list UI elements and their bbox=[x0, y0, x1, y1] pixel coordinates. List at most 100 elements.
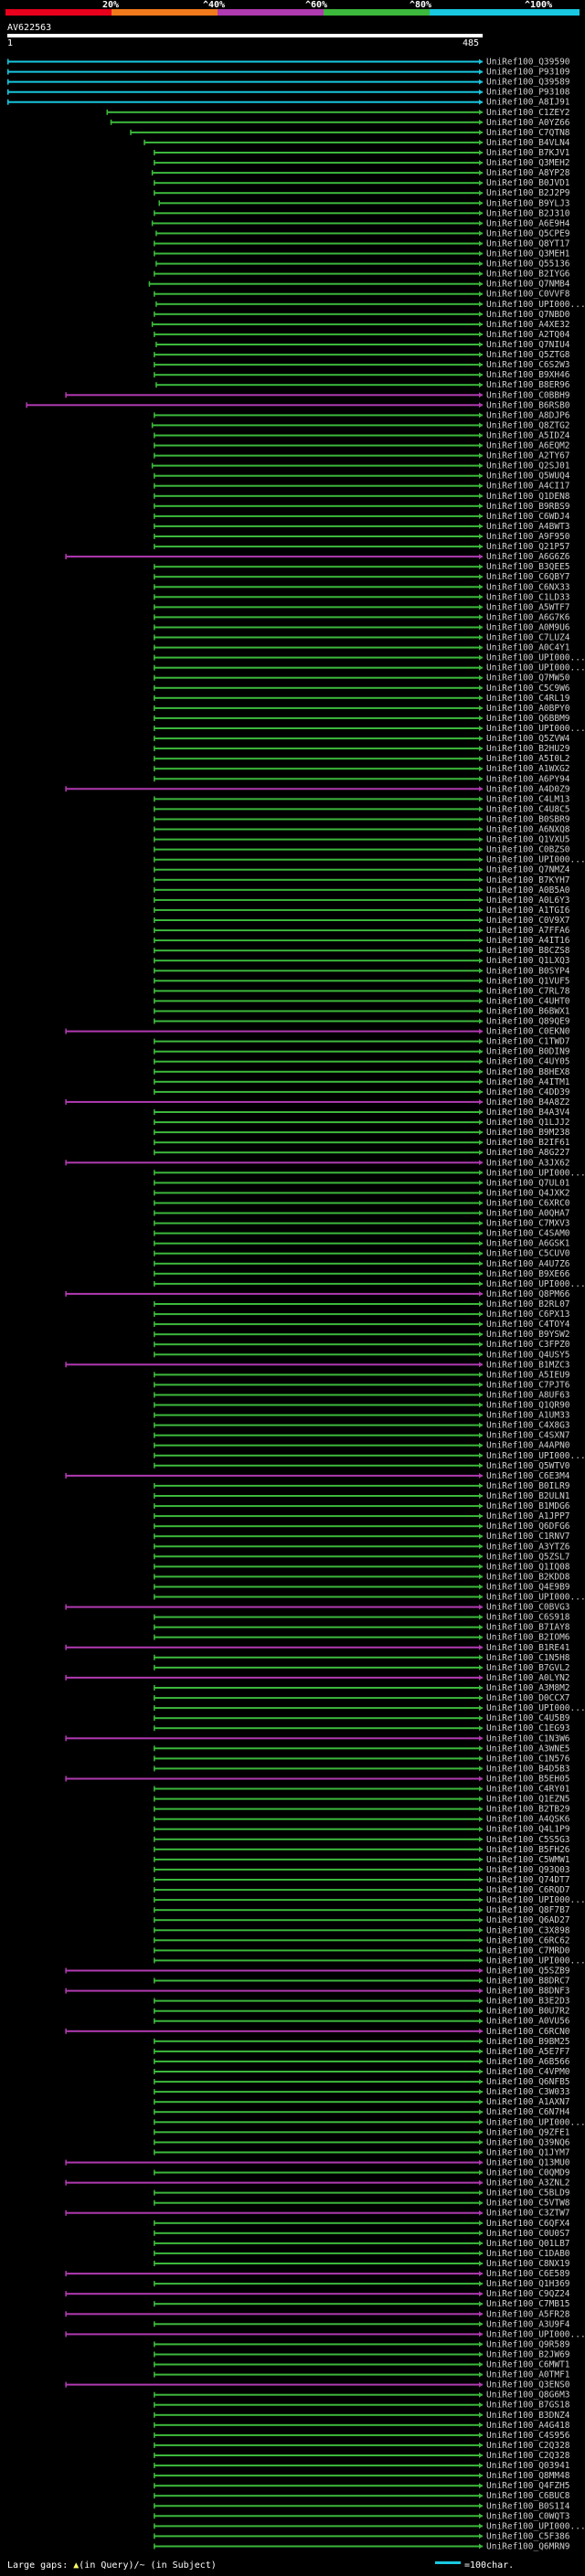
hit-end-arrow bbox=[479, 493, 483, 499]
hit-end-arrow bbox=[479, 1362, 483, 1368]
hit-label: UniRef100_C4U5B9 bbox=[486, 1713, 570, 1723]
hit-bar bbox=[154, 2535, 483, 2538]
hit-bar bbox=[154, 2151, 483, 2154]
hit-row: UniRef100_C6RC62 bbox=[154, 1935, 570, 1945]
hit-row: UniRef100_C9QZ24 bbox=[65, 2289, 570, 2299]
hit-row: UniRef100_C6NX33 bbox=[154, 582, 570, 592]
colorbar-tick-20: 20% bbox=[102, 0, 119, 10]
hit-end-arrow bbox=[479, 1796, 483, 1802]
colorbar-segment-60 bbox=[218, 9, 324, 16]
hit-start-cap bbox=[154, 2513, 155, 2519]
hit-start-cap bbox=[154, 756, 155, 762]
hit-row: UniRef100_C5S5G3 bbox=[154, 1835, 570, 1845]
hit-bar bbox=[154, 1707, 483, 1710]
hit-end-arrow bbox=[479, 1816, 483, 1822]
hit-row: UniRef100_Q1EZN5 bbox=[154, 1795, 570, 1805]
hit-start-cap bbox=[154, 1765, 155, 1772]
hit-row: UniRef100_A0L6Y3 bbox=[154, 896, 570, 906]
hit-start-cap bbox=[154, 1372, 155, 1378]
hit-row: UniRef100_A5E7F7 bbox=[154, 2047, 570, 2057]
hit-end-arrow bbox=[479, 160, 483, 166]
hit-bar bbox=[154, 1525, 483, 1528]
hit-bar bbox=[65, 2333, 484, 2336]
hit-bar bbox=[154, 1595, 483, 1598]
hit-bar bbox=[154, 1959, 483, 1962]
hit-end-arrow bbox=[479, 564, 483, 570]
hit-start-cap bbox=[65, 1674, 67, 1680]
hit-end-arrow bbox=[479, 1897, 483, 1903]
hit-end-arrow bbox=[479, 1452, 483, 1458]
hit-label: UniRef100_Q1H369 bbox=[486, 2279, 570, 2289]
hit-bar bbox=[154, 2413, 483, 2416]
hit-start-cap bbox=[154, 1432, 155, 1438]
hit-row: UniRef100_Q5WTV0 bbox=[154, 1461, 570, 1471]
hit-end-arrow bbox=[479, 1624, 483, 1630]
hit-start-cap bbox=[154, 1270, 155, 1277]
hit-start-cap bbox=[154, 1705, 155, 1712]
hit-bar bbox=[65, 1030, 484, 1033]
hit-start-cap bbox=[154, 2473, 155, 2479]
hit-label: UniRef100_C5CUV0 bbox=[486, 1249, 570, 1259]
hit-start-cap bbox=[154, 1129, 155, 1136]
hit-bar bbox=[65, 556, 484, 558]
hit-end-arrow bbox=[479, 2311, 483, 2317]
hit-label: UniRef100_C1LD33 bbox=[486, 592, 570, 602]
hit-start-cap bbox=[154, 1998, 155, 2004]
hit-start-cap bbox=[154, 604, 155, 610]
hit-end-arrow bbox=[479, 1352, 483, 1358]
hit-end-arrow bbox=[479, 1190, 483, 1196]
hit-row: UniRef100_B7GVL2 bbox=[154, 1663, 570, 1673]
hit-label: UniRef100_A1TGI6 bbox=[486, 906, 570, 916]
hit-end-arrow bbox=[479, 1038, 483, 1044]
hit-end-arrow bbox=[479, 806, 483, 812]
hit-bar bbox=[154, 1818, 483, 1820]
hit-start-cap bbox=[154, 1078, 155, 1085]
hit-label: UniRef100_Q7NMZ4 bbox=[486, 865, 570, 875]
hit-row: UniRef100_C6E589 bbox=[65, 2269, 570, 2279]
hit-label: UniRef100_C6QFX4 bbox=[486, 2219, 570, 2229]
hit-row: UniRef100_Q6BBM9 bbox=[154, 714, 570, 724]
hit-end-arrow bbox=[479, 1503, 483, 1510]
hit-end-arrow bbox=[479, 816, 483, 822]
hit-end-arrow bbox=[479, 715, 483, 721]
hit-label: UniRef100_B1RE41 bbox=[486, 1643, 570, 1653]
hit-start-cap bbox=[154, 190, 155, 196]
query-start-label: 1 bbox=[7, 38, 13, 48]
hit-start-cap bbox=[154, 896, 155, 903]
hit-bar bbox=[154, 848, 483, 851]
hit-row: UniRef100_Q7NIU4 bbox=[155, 340, 570, 350]
hit-end-arrow bbox=[479, 1240, 483, 1246]
hit-label: UniRef100_Q03941 bbox=[486, 2461, 570, 2471]
hit-bar bbox=[106, 111, 483, 113]
hit-start-cap bbox=[154, 836, 155, 843]
hit-bar bbox=[154, 2373, 483, 2376]
hit-start-cap bbox=[26, 402, 27, 408]
hit-row: UniRef100_C0BZS0 bbox=[154, 845, 570, 855]
hit-bar bbox=[154, 484, 483, 487]
hit-end-arrow bbox=[479, 1614, 483, 1620]
hit-start-cap bbox=[154, 776, 155, 782]
hit-row: UniRef100_Q39590 bbox=[7, 58, 570, 68]
hit-row: UniRef100_C6PX13 bbox=[154, 1309, 570, 1320]
hit-label: UniRef100_UPI000... bbox=[486, 2117, 585, 2127]
hit-row: UniRef100_C8NX19 bbox=[154, 2259, 570, 2269]
hit-row: UniRef100_C4RY01 bbox=[154, 1785, 570, 1795]
hit-label: UniRef100_B2J310 bbox=[486, 208, 570, 218]
hit-end-arrow bbox=[479, 1765, 483, 1772]
hit-start-cap bbox=[154, 1826, 155, 1832]
hit-bar bbox=[154, 1010, 483, 1012]
hit-bar bbox=[7, 80, 483, 83]
hit-start-cap bbox=[65, 1362, 67, 1368]
hit-row: UniRef100_A4QSK6 bbox=[154, 1815, 570, 1825]
hit-label: UniRef100_C6RQD7 bbox=[486, 1885, 570, 1895]
hit-row: UniRef100_C4TOY4 bbox=[154, 1320, 570, 1330]
hit-start-cap bbox=[154, 614, 155, 620]
hit-label: UniRef100_Q93Q03 bbox=[486, 1865, 570, 1875]
hit-bar bbox=[154, 1454, 483, 1457]
hit-end-arrow bbox=[479, 796, 483, 802]
hit-row: UniRef100_B9XE66 bbox=[154, 1269, 570, 1279]
hit-label: UniRef100_A0LYN2 bbox=[486, 1673, 570, 1683]
hit-end-arrow bbox=[479, 260, 483, 267]
hit-end-arrow bbox=[479, 2351, 483, 2358]
hit-label: UniRef100_C0BVG3 bbox=[486, 1603, 570, 1613]
